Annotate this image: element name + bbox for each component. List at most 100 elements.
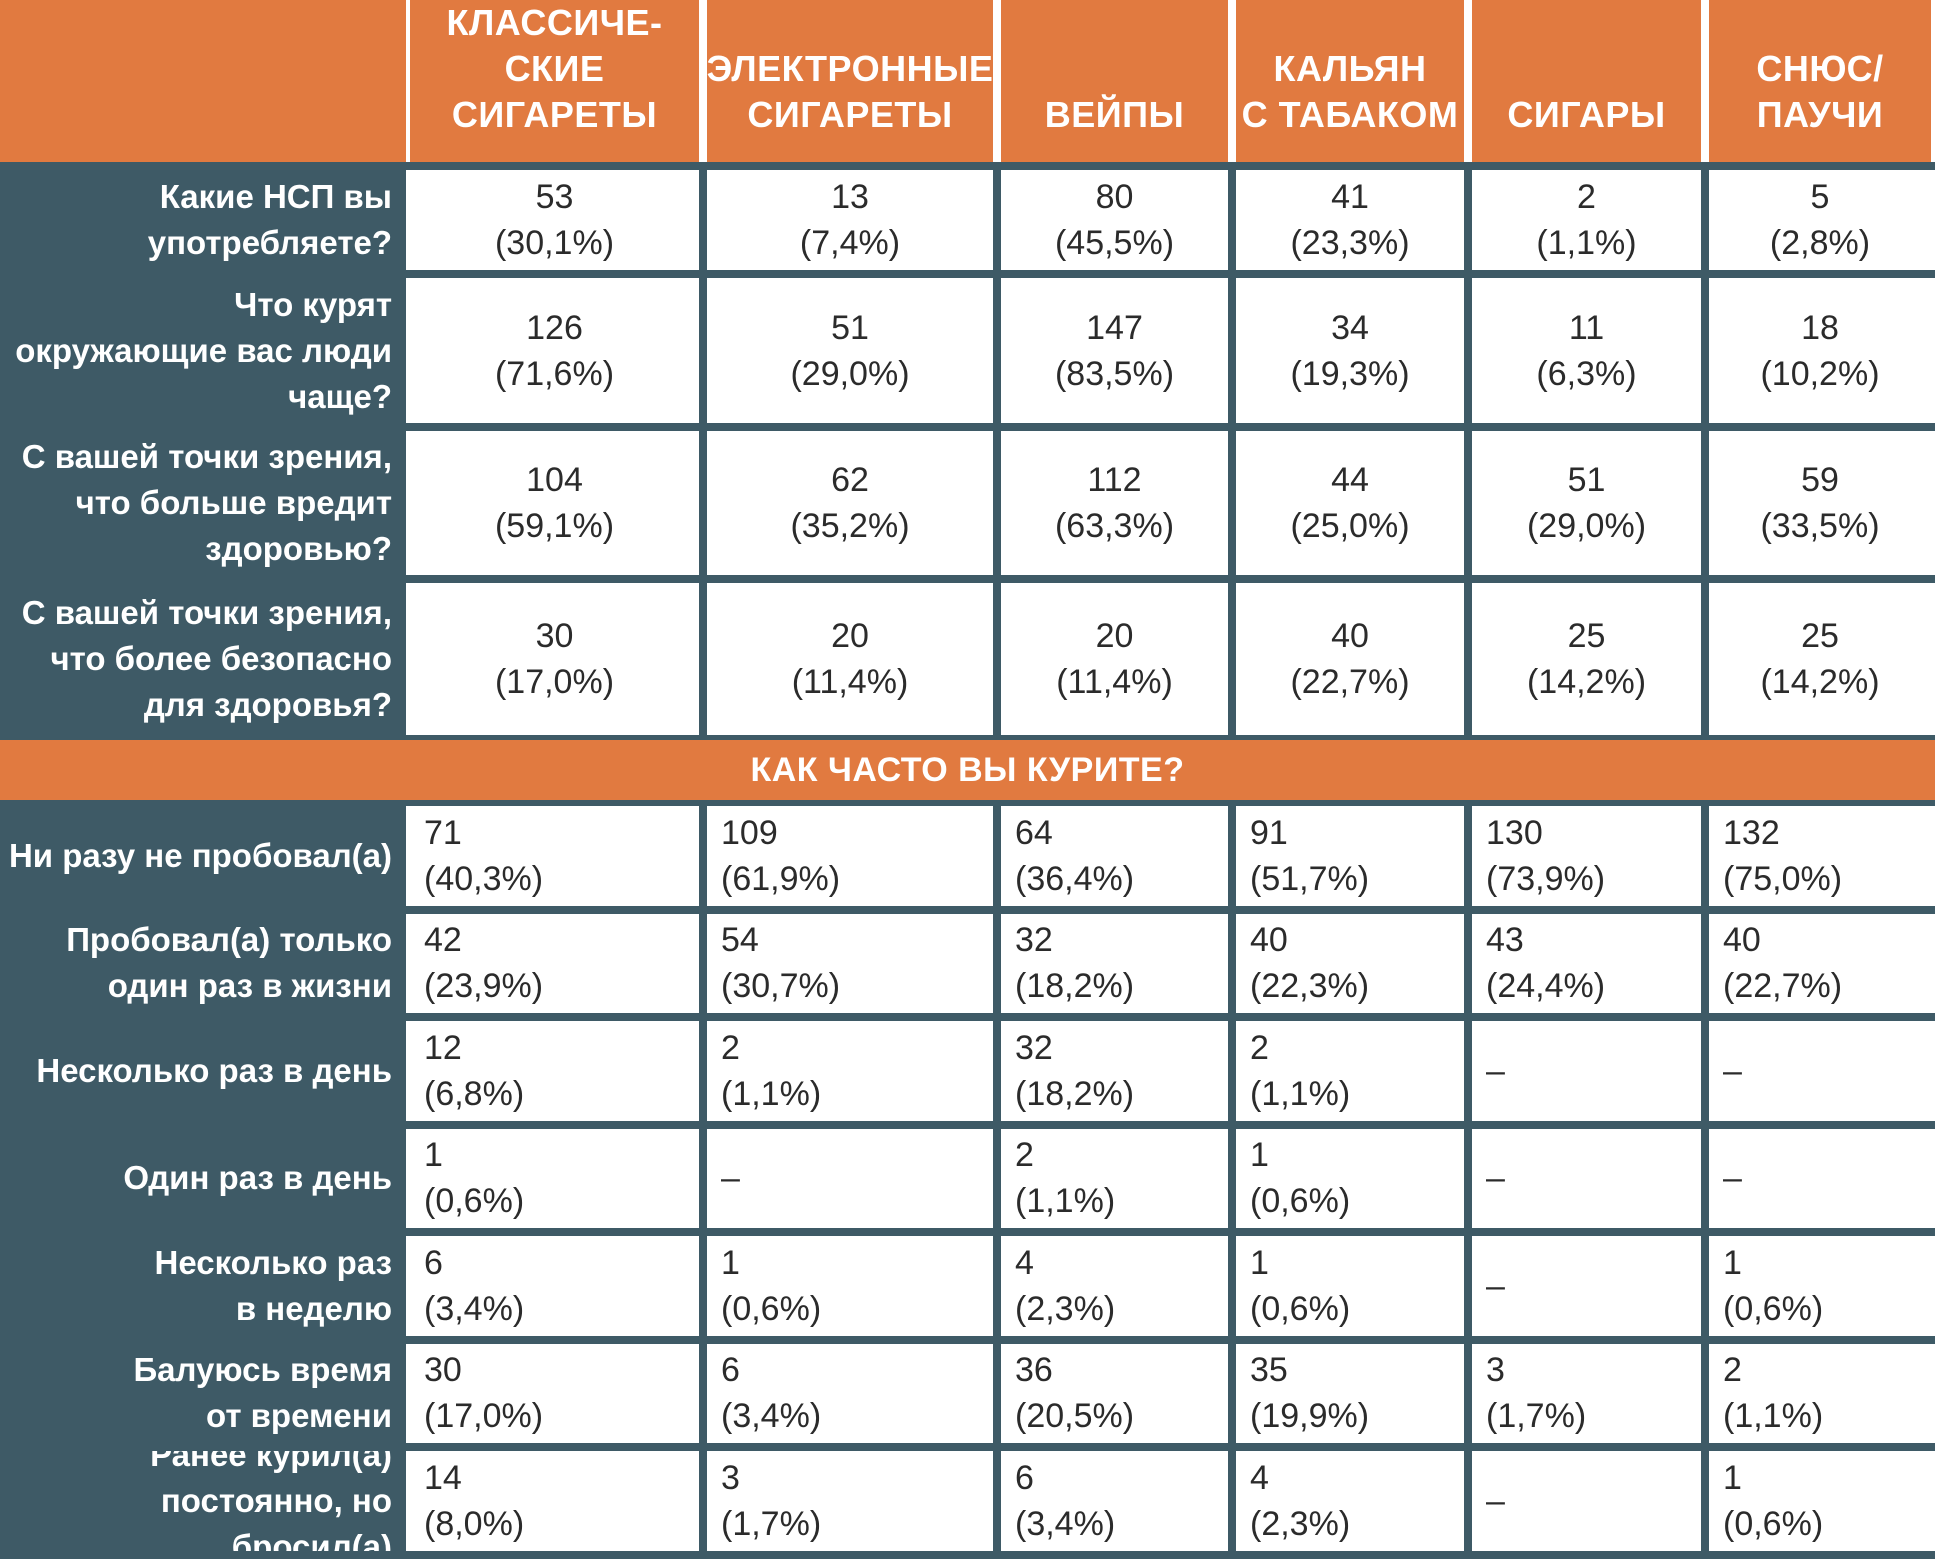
table-cell-text: 44 (25,0%) — [1290, 461, 1410, 545]
table-cell: 41 (23,3%) — [1236, 170, 1464, 270]
table-cell: 147 (83,5%) — [1001, 278, 1228, 423]
table-cell: 54 (30,7%) — [707, 913, 993, 1013]
table-cell: 2 (1,1%) — [1236, 1021, 1464, 1121]
table-cell: 3 (1,7%) — [1472, 1343, 1701, 1443]
table-cell-text: 6 (3,4%) — [1015, 1458, 1116, 1543]
table-cell-text: 30 (17,0%) — [424, 1351, 544, 1436]
column-header: ВЕЙПЫ — [1001, 0, 1228, 162]
table-cell-text: 18 (10,2%) — [1760, 308, 1880, 393]
table-cell-text: 2 (1,1%) — [1536, 178, 1637, 262]
table-cell-text: 12 (6,8%) — [424, 1028, 525, 1113]
table-cell: 1 (0,6%) — [1236, 1128, 1464, 1228]
column-divider — [1701, 806, 1709, 1559]
table-cell-text: 20 (11,4%) — [791, 617, 909, 701]
table-cell: 32 (18,2%) — [1001, 913, 1228, 1013]
row-divider — [0, 1443, 1935, 1451]
table-cell: 3 (1,7%) — [707, 1451, 993, 1551]
table-cell: 62 (35,2%) — [707, 431, 993, 575]
table-cell-text: – — [1486, 1481, 1505, 1520]
column-divider — [1228, 170, 1236, 735]
table-cell: – — [1472, 1451, 1701, 1551]
table-cell-text: 6 (3,4%) — [721, 1351, 822, 1436]
row-divider — [0, 800, 1935, 806]
table-cell: 14 (8,0%) — [410, 1451, 699, 1551]
table-cell-text: 112 (63,3%) — [1054, 461, 1175, 545]
table-cell: 1 (0,6%) — [1236, 1236, 1464, 1336]
table-cell: 91 (51,7%) — [1236, 806, 1464, 906]
table-cell-text: 2 (1,1%) — [1250, 1028, 1351, 1113]
table-cell-text: 43 (24,4%) — [1486, 921, 1606, 1006]
table-cell-text: 40 (22,3%) — [1250, 921, 1370, 1006]
row-label: Балуюсь время от времени — [0, 1343, 406, 1443]
table-cell: 104 (59,1%) — [410, 431, 699, 575]
row-divider — [0, 1550, 1935, 1559]
row-label: Что курят окружающие вас люди чаще? — [0, 278, 406, 423]
table-cell: 53 (30,1%) — [410, 170, 699, 270]
section-title: КАК ЧАСТО ВЫ КУРИТЕ? — [0, 740, 1935, 800]
table-cell: 20 (11,4%) — [707, 583, 993, 735]
table-cell-text: 2 (1,1%) — [1723, 1351, 1824, 1436]
table-cell-text: 2 (1,1%) — [721, 1028, 822, 1113]
table-cell-text: 25 (14,2%) — [1526, 617, 1647, 701]
row-label-text: Пробовал(а) только один раз в жизни — [66, 921, 392, 1005]
table-cell-text: 40 (22,7%) — [1290, 617, 1410, 701]
table-cell-text: 36 (20,5%) — [1015, 1351, 1135, 1436]
table-cell-text: 4 (2,3%) — [1015, 1243, 1116, 1328]
table-cell: 109 (61,9%) — [707, 806, 993, 906]
table-cell-text: 30 (17,0%) — [494, 617, 615, 701]
table-cell: 6 (3,4%) — [410, 1236, 699, 1336]
column-header-text: СИГАРЫ — [1507, 94, 1666, 135]
row-label: С вашей точки зрения, что больше вредит … — [0, 431, 406, 575]
column-header-text: ЭЛЕКТРОННЫЕ СИГАРЕТЫ — [707, 48, 993, 135]
table-cell: – — [1472, 1021, 1701, 1121]
table-cell-text: 3 (1,7%) — [1486, 1351, 1587, 1436]
table-cell-text: 54 (30,7%) — [721, 921, 841, 1006]
table-cell-text: 4 (2,3%) — [1250, 1458, 1351, 1543]
table-cell: 6 (3,4%) — [707, 1343, 993, 1443]
table-cell: 2 (1,1%) — [707, 1021, 993, 1121]
column-header-text: КАЛЬЯН С ТАБАКОМ — [1241, 48, 1459, 135]
table-cell-text: 32 (18,2%) — [1015, 1028, 1135, 1113]
table-cell-text: 6 (3,4%) — [424, 1243, 525, 1328]
header-corner — [0, 0, 406, 162]
table-cell: 34 (19,3%) — [1236, 278, 1464, 423]
table-cell: 112 (63,3%) — [1001, 431, 1228, 575]
table-cell: 4 (2,3%) — [1001, 1236, 1228, 1336]
table-cell: 2 (1,1%) — [1472, 170, 1701, 270]
table-cell: 40 (22,3%) — [1236, 913, 1464, 1013]
column-header: ЭЛЕКТРОННЫЕ СИГАРЕТЫ — [707, 0, 993, 162]
column-header: СИГАРЫ — [1472, 0, 1701, 162]
table-cell-text: 132 (75,0%) — [1723, 813, 1843, 898]
row-divider — [0, 575, 1935, 583]
table-cell-text: 40 (22,7%) — [1723, 921, 1843, 1006]
table-cell-text: 1 (0,6%) — [1723, 1458, 1824, 1543]
table-cell: 40 (22,7%) — [1709, 913, 1931, 1013]
column-header-text: КЛАССИЧЕ- СКИЕ СИГАРЕТЫ — [446, 2, 663, 135]
table-cell-text: 62 (35,2%) — [790, 461, 910, 545]
table-cell: – — [1472, 1128, 1701, 1228]
column-header-text: ВЕЙПЫ — [1044, 94, 1185, 135]
table-cell-text: 51 (29,0%) — [790, 308, 910, 393]
table-cell-text: – — [1723, 1051, 1742, 1090]
table-cell: 11 (6,3%) — [1472, 278, 1701, 423]
table-cell-text: 34 (19,3%) — [1290, 308, 1410, 393]
row-label-text: Балуюсь время от времени — [133, 1351, 392, 1435]
table-cell-text: 35 (19,9%) — [1250, 1351, 1370, 1436]
row-divider — [0, 1335, 1935, 1344]
table-cell-text: 1 (0,6%) — [721, 1243, 822, 1328]
row-label-text: С вашей точки зрения, что больше вредит … — [21, 438, 392, 567]
table-cell: 42 (23,9%) — [410, 913, 699, 1013]
column-header: КАЛЬЯН С ТАБАКОМ — [1236, 0, 1464, 162]
column-divider — [1464, 806, 1472, 1559]
row-label-text: С вашей точки зрения, что более безопасн… — [21, 594, 392, 723]
table-cell: – — [707, 1128, 993, 1228]
table-cell-text: 13 (7,4%) — [799, 178, 901, 262]
table-cell-text: – — [721, 1159, 740, 1198]
table-cell: 25 (14,2%) — [1709, 583, 1931, 735]
table-cell: 25 (14,2%) — [1472, 583, 1701, 735]
table-cell: 59 (33,5%) — [1709, 431, 1931, 575]
table-cell-text: – — [1486, 1051, 1505, 1090]
table-cell-text: 59 (33,5%) — [1760, 461, 1880, 545]
table-cell: 32 (18,2%) — [1001, 1021, 1228, 1121]
